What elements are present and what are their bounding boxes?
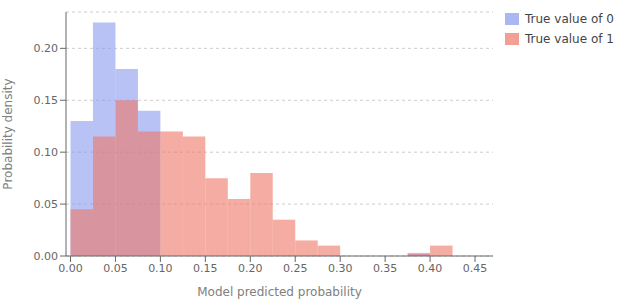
svg-text:0.35: 0.35 <box>373 262 398 275</box>
svg-text:0.00: 0.00 <box>58 262 83 275</box>
svg-text:0.10: 0.10 <box>34 146 59 159</box>
svg-text:0.40: 0.40 <box>418 262 443 275</box>
svg-text:0.05: 0.05 <box>34 198 59 211</box>
svg-text:0.00: 0.00 <box>34 250 59 263</box>
svg-text:0.25: 0.25 <box>283 262 308 275</box>
svg-text:0.20: 0.20 <box>34 42 59 55</box>
svg-text:0.30: 0.30 <box>328 262 353 275</box>
html-text:True value of 1: True value of 1 <box>525 32 614 46</box>
html-text:True value of 0: True value of 0 <box>525 12 614 26</box>
svg-text:0.15: 0.15 <box>34 94 59 107</box>
svg-text:0.10: 0.10 <box>148 262 173 275</box>
svg-text:0.15: 0.15 <box>193 262 218 275</box>
svg-text:0.20: 0.20 <box>238 262 263 275</box>
svg-text:0.45: 0.45 <box>463 262 488 275</box>
svg-text:Model predicted probability: Model predicted probability <box>197 285 362 299</box>
svg-text:Probability density: Probability density <box>8 78 15 189</box>
svg-text:0.05: 0.05 <box>103 262 128 275</box>
